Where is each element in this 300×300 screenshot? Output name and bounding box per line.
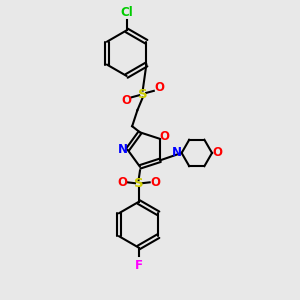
Text: O: O (160, 130, 170, 143)
Text: Cl: Cl (120, 6, 133, 19)
Text: O: O (117, 176, 127, 189)
Text: N: N (118, 143, 128, 156)
Text: O: O (150, 176, 160, 189)
Text: F: F (135, 259, 142, 272)
Text: O: O (154, 81, 164, 94)
Text: N: N (172, 146, 182, 160)
Text: O: O (212, 146, 222, 160)
Text: O: O (121, 94, 131, 107)
Text: S: S (138, 88, 148, 100)
Text: S: S (134, 177, 143, 190)
